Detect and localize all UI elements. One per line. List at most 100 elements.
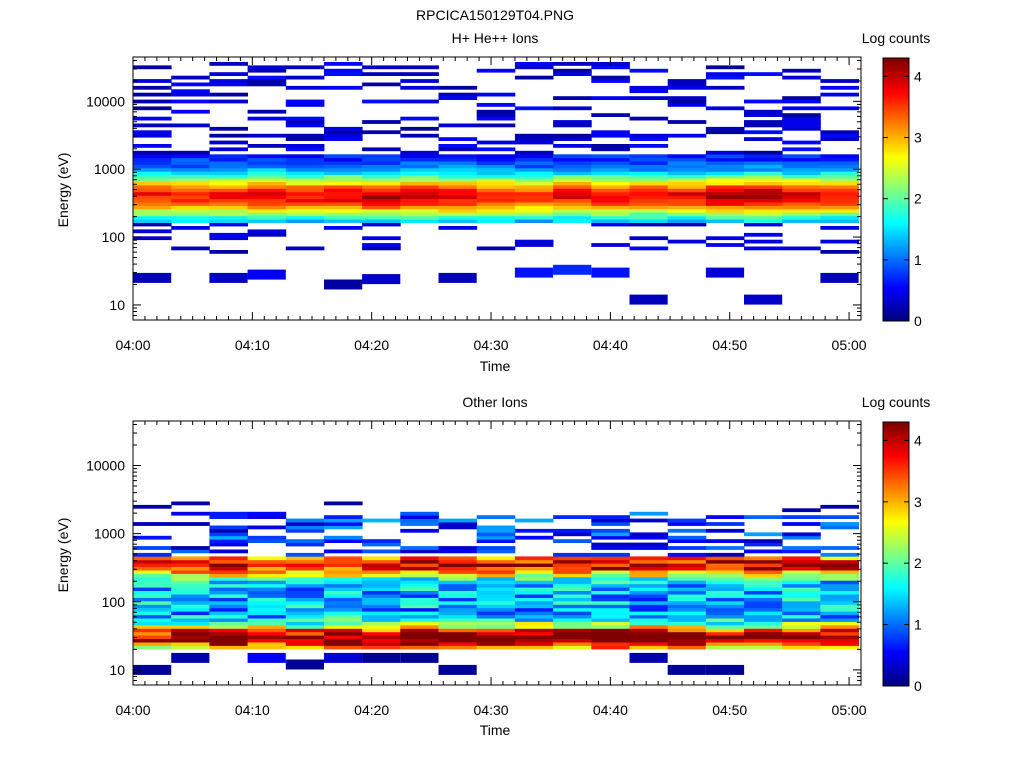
heatmap-cell <box>820 522 859 526</box>
heatmap-cell <box>705 570 745 574</box>
heatmap-cell <box>133 202 172 206</box>
heatmap-cell <box>782 171 821 176</box>
heatmap-cell <box>705 191 745 196</box>
heatmap-cell <box>362 566 401 571</box>
colorbar-segment <box>883 198 909 201</box>
heatmap-cell <box>133 236 172 241</box>
heatmap-cell <box>133 556 172 561</box>
colorbar-segment <box>883 598 909 601</box>
heatmap-cell <box>133 92 172 97</box>
heatmap-cell <box>476 532 516 537</box>
heatmap-cell <box>514 133 554 138</box>
heatmap-cell <box>629 559 669 564</box>
heatmap-cell <box>285 103 325 107</box>
colorbar-tick-label: 3 <box>914 494 922 510</box>
heatmap-cell <box>324 219 363 223</box>
heatmap-cell <box>362 590 401 595</box>
heatmap-cell <box>209 576 248 581</box>
heatmap-cell <box>133 123 172 128</box>
heatmap-cell <box>171 631 210 636</box>
colorbar-segment <box>883 628 909 632</box>
colorbar-segment <box>883 318 909 322</box>
heatmap-cell <box>820 546 859 550</box>
heatmap-cell <box>782 219 821 223</box>
heatmap-cell <box>209 597 248 602</box>
heatmap-cell <box>553 219 592 223</box>
heatmap-cell <box>285 123 325 128</box>
heatmap-cell <box>820 645 859 650</box>
heatmap-cell <box>553 576 592 581</box>
colorbar-segment <box>883 459 909 463</box>
heatmap-cell <box>171 601 210 605</box>
y-tick-label: 100 <box>102 229 126 245</box>
heatmap-cell <box>629 116 669 121</box>
heatmap-cell <box>438 618 478 622</box>
heatmap-cell <box>362 72 401 76</box>
heatmap-cell <box>324 518 363 523</box>
heatmap-cell <box>591 267 630 278</box>
heatmap-cell <box>744 638 783 643</box>
heatmap-cell <box>705 198 745 203</box>
heatmap-cell <box>133 99 172 104</box>
heatmap-cell <box>591 597 630 602</box>
colorbar-segment <box>883 167 909 171</box>
heatmap-cell <box>514 267 554 278</box>
heatmap-cell <box>209 62 248 66</box>
heatmap-cell <box>553 161 592 165</box>
heatmap-cell <box>285 147 325 152</box>
heatmap-cell <box>285 559 325 564</box>
heatmap-cell <box>591 167 630 172</box>
heatmap-cell <box>782 594 821 598</box>
heatmap-cell <box>553 618 592 622</box>
heatmap-cell <box>209 511 248 516</box>
heatmap-cell <box>514 191 554 196</box>
heatmap-cell <box>324 133 363 138</box>
heatmap-cell <box>209 614 248 619</box>
heatmap-cell <box>820 171 859 176</box>
heatmap-cell <box>209 515 248 519</box>
heatmap-cell <box>667 239 707 244</box>
heatmap-cell <box>285 645 325 650</box>
heatmap-cell <box>782 576 821 581</box>
heatmap-cell <box>324 85 363 90</box>
heatmap-cell <box>324 587 363 591</box>
heatmap-cell <box>285 246 325 251</box>
colorbar-tick-label: 1 <box>914 617 922 633</box>
heatmap-cell <box>553 72 592 76</box>
colorbar-segment <box>883 224 909 228</box>
heatmap-cell <box>629 178 669 182</box>
heatmap-cell <box>744 573 783 578</box>
colorbar-segment <box>883 187 909 190</box>
heatmap-cell <box>514 185 554 189</box>
heatmap-cell <box>514 518 554 523</box>
colorbar-segment <box>883 492 909 496</box>
heatmap-cell <box>744 631 783 636</box>
heatmap-cell <box>782 522 821 526</box>
heatmap-cell <box>705 154 745 159</box>
heatmap-cell <box>133 144 172 148</box>
colorbar-segment <box>883 259 909 263</box>
heatmap-cell <box>782 583 821 588</box>
heatmap-cell <box>744 532 783 537</box>
heatmap-cell <box>362 614 401 619</box>
heatmap-cell <box>362 559 401 564</box>
panel-2-colorbar-label: Log counts <box>862 394 931 410</box>
heatmap-cell <box>476 566 516 571</box>
heatmap-cell <box>591 65 630 70</box>
heatmap-cell <box>438 587 478 591</box>
colorbar-segment <box>883 521 909 524</box>
colorbar-segment <box>883 62 909 66</box>
colorbar-segment <box>883 507 909 511</box>
heatmap-cell <box>514 140 554 145</box>
heatmap-cell <box>133 229 172 234</box>
heatmap-cell <box>362 188 401 193</box>
heatmap-cell <box>209 556 248 561</box>
colorbar-segment <box>883 99 909 103</box>
heatmap-cell <box>476 645 516 650</box>
heatmap-cell <box>667 161 707 165</box>
heatmap-cell <box>324 198 363 203</box>
heatmap-cell <box>400 185 439 189</box>
colorbar-segment <box>883 428 909 432</box>
heatmap-cell <box>247 82 287 87</box>
heatmap-cell <box>285 198 325 203</box>
